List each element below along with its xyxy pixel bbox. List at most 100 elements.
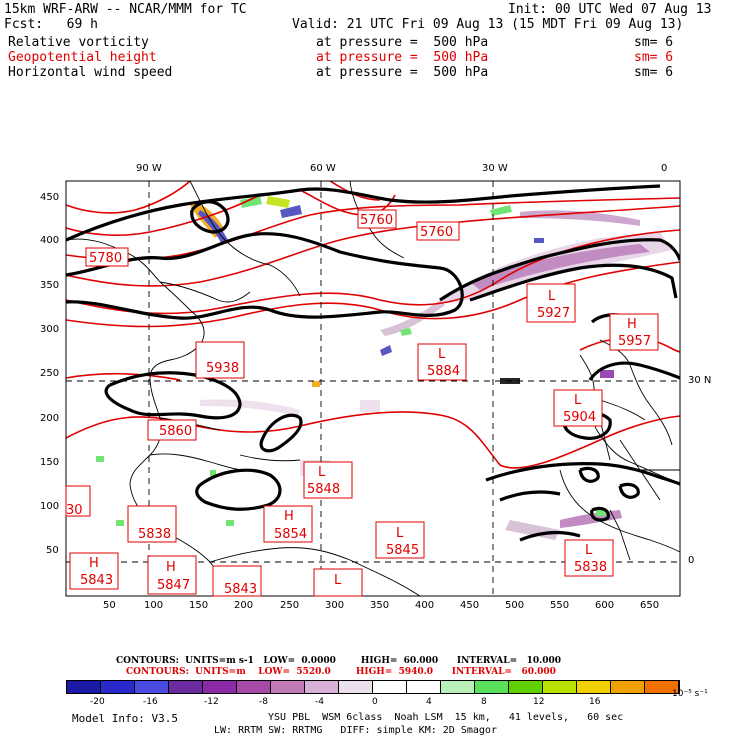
svg-text:L: L	[548, 289, 556, 304]
colorbar-label: -20	[90, 697, 105, 707]
height-label: 30	[65, 485, 91, 518]
field-name-height: Geopotential height	[8, 50, 157, 65]
svg-text:5848: 5848	[307, 482, 340, 497]
height-label: L 5904	[553, 389, 603, 427]
colorbar-cell	[407, 681, 441, 693]
height-label: H 5957	[609, 313, 659, 351]
svg-text:5957: 5957	[618, 334, 651, 349]
svg-text:5760: 5760	[360, 213, 393, 228]
colorbar-cell	[67, 681, 101, 693]
height-label: L	[313, 568, 363, 597]
field-level-vorticity: at pressure = 500 hPa	[316, 35, 489, 50]
x-tick: 250	[280, 600, 300, 611]
height-label: 5760	[416, 221, 460, 241]
colorbar-cell	[475, 681, 509, 693]
height-label: L 5845	[375, 521, 425, 559]
x-tick: 350	[370, 600, 390, 611]
colorbar-label: -4	[315, 697, 324, 707]
height-label: L 5927	[526, 283, 576, 323]
field-smooth-height: sm= 6	[634, 50, 674, 65]
svg-text:5860: 5860	[159, 424, 192, 439]
colorbar-cell	[305, 681, 339, 693]
height-labels: 5760 5760 5780 L 5927 H 5957 5938 L 5884	[65, 209, 659, 597]
colorbar-cell	[237, 681, 271, 693]
svg-text:5904: 5904	[563, 410, 596, 425]
lon-label-90w: 90 W	[136, 163, 162, 174]
x-tick: 550	[550, 600, 570, 611]
field-name-wind: Horizontal wind speed	[8, 65, 173, 80]
field-level-wind: at pressure = 500 hPa	[316, 65, 489, 80]
colorbar-label: 0	[372, 697, 378, 707]
height-label: 5760	[357, 209, 397, 229]
x-tick: 200	[234, 600, 254, 611]
colorbar-cell	[611, 681, 645, 693]
colorbar-label: -16	[143, 697, 158, 707]
y-tick: 400	[40, 235, 60, 246]
physics-info-2: LW: RRTM SW: RRTMG DIFF: simple KM: 2D S…	[214, 725, 497, 736]
init-time: Init: 00 UTC Wed 07 Aug 13	[508, 2, 712, 17]
colorbar-label: -12	[204, 697, 219, 707]
svg-text:L: L	[396, 526, 404, 541]
y-tick: 300	[40, 324, 60, 335]
colorbar-cell	[441, 681, 475, 693]
field-smooth-vorticity: sm= 6	[634, 35, 674, 50]
svg-text:H: H	[166, 560, 176, 575]
svg-text:5780: 5780	[89, 251, 122, 266]
colorbar-cell	[271, 681, 305, 693]
height-label: 5860	[147, 419, 197, 441]
field-level-height: at pressure = 500 hPa	[316, 50, 489, 65]
colorbar-label: 4	[426, 697, 432, 707]
colorbar-cell	[509, 681, 543, 693]
lat-label-0: 0	[688, 555, 695, 566]
contour-info-wind: CONTOURS: UNITS=m s-1 LOW= 0.0000 HIGH= …	[116, 656, 562, 666]
contour-info-height: CONTOURS: UNITS=m LOW= 5520.0 HIGH= 5940…	[126, 667, 556, 677]
lon-label-0: 0	[661, 163, 668, 174]
x-tick: 150	[189, 600, 209, 611]
height-label: 5843	[212, 565, 262, 597]
height-label: L 5848	[303, 461, 353, 499]
svg-text:5760: 5760	[420, 225, 453, 240]
colorbar	[66, 680, 680, 694]
height-label: L 5838	[564, 539, 614, 577]
y-tick: 200	[40, 413, 60, 424]
height-label: H 5847	[147, 555, 197, 595]
height-label: L 5884	[417, 343, 467, 381]
svg-text:L: L	[585, 543, 593, 558]
y-tick: 350	[40, 280, 60, 291]
height-label: H 5843	[69, 552, 119, 590]
svg-text:H: H	[89, 556, 99, 571]
x-tick: 450	[460, 600, 480, 611]
colorbar-cell	[203, 681, 237, 693]
colorbar-cell	[101, 681, 135, 693]
x-tick: 500	[505, 600, 525, 611]
svg-text:30: 30	[66, 503, 83, 518]
x-tick: 50	[103, 600, 116, 611]
x-tick: 600	[595, 600, 615, 611]
svg-text:5854: 5854	[274, 527, 307, 542]
lon-label-30w: 30 W	[482, 163, 508, 174]
y-tick: 50	[46, 545, 59, 556]
height-label: H 5854	[263, 505, 313, 543]
svg-text:5884: 5884	[427, 364, 460, 379]
svg-text:L: L	[334, 573, 342, 588]
model-info: Model Info: V3.5	[72, 712, 178, 725]
colorbar-cell	[373, 681, 407, 693]
svg-text:5845: 5845	[386, 543, 419, 558]
valid-time: Valid: 21 UTC Fri 09 Aug 13 (15 MDT Fri …	[292, 17, 684, 32]
colorbar-label: 16	[589, 697, 601, 707]
field-name-vorticity: Relative vorticity	[8, 35, 149, 50]
physics-info-1: YSU PBL WSM 6class Noah LSM 15 km, 41 le…	[268, 712, 624, 723]
map-frame	[65, 180, 681, 597]
field-smooth-wind: sm= 6	[634, 65, 674, 80]
y-tick: 450	[40, 192, 60, 203]
colorbar-cell	[577, 681, 611, 693]
coastlines	[66, 181, 680, 596]
svg-text:5927: 5927	[537, 306, 570, 321]
svg-text:H: H	[284, 509, 294, 524]
colorbar-unit: 10⁻⁵ s⁻¹	[672, 689, 708, 699]
svg-text:L: L	[438, 347, 446, 362]
svg-text:L: L	[318, 465, 326, 480]
x-tick: 100	[144, 600, 164, 611]
svg-text:5843: 5843	[80, 573, 113, 588]
x-tick: 400	[415, 600, 435, 611]
